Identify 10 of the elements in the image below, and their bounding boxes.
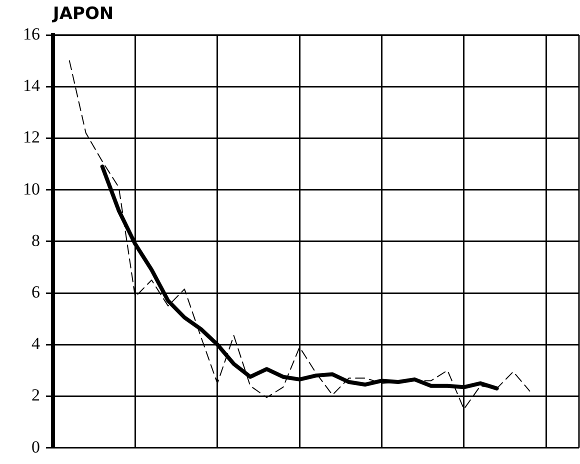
- y-tick-label: 8: [32, 230, 40, 250]
- y-tick-label: 2: [32, 386, 40, 405]
- y-tick-label: 16: [23, 24, 40, 44]
- y-tick-label: 10: [23, 179, 40, 198]
- y-tick-label: 12: [23, 128, 40, 147]
- chart-title: JAPON: [53, 4, 114, 24]
- y-tick-label: 0: [32, 437, 40, 456]
- y-tick-label: 6: [32, 282, 40, 302]
- y-tick-label: 4: [32, 334, 40, 354]
- y-tick-label: 14: [23, 76, 40, 96]
